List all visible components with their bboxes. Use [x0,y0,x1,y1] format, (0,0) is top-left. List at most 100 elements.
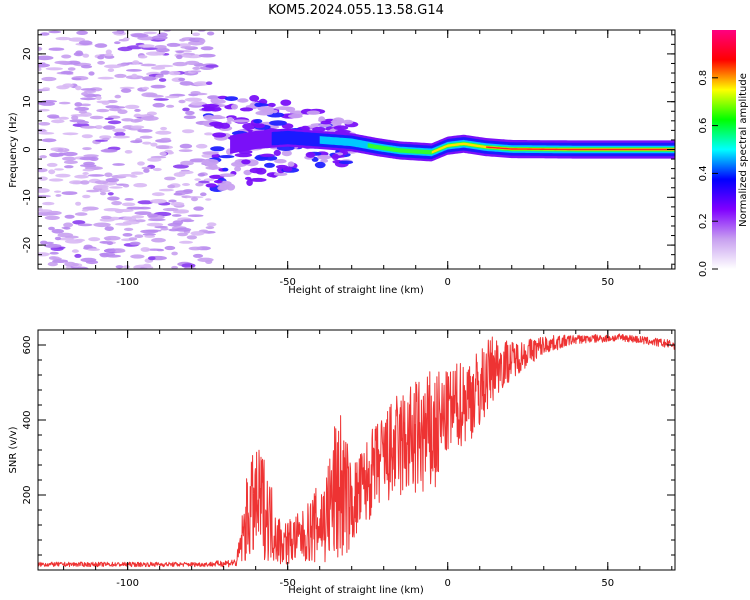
noise-speckle [75,201,82,206]
noise-speckle [205,226,215,230]
noise-speckle [39,101,56,106]
noise-speckle [172,164,189,169]
transition-speckle [203,114,215,121]
noise-speckle [159,151,167,156]
noise-speckle [82,147,92,151]
noise-speckle [87,174,105,177]
noise-speckle [141,166,151,170]
noise-speckle [112,163,125,166]
noise-speckle [142,263,152,268]
noise-speckle [48,30,62,34]
noise-speckle [188,246,203,251]
noise-speckle [63,160,78,164]
transition-speckle [320,159,329,163]
noise-speckle [109,186,123,189]
noise-speckle [129,241,141,246]
noise-speckle [130,140,143,144]
transition-speckle [201,104,220,108]
noise-speckle [203,178,215,182]
noise-speckle [120,88,132,93]
noise-speckle [74,102,83,107]
noise-speckle [180,160,194,166]
noise-speckle [145,229,162,232]
transition-speckle [306,110,321,115]
noise-speckle [104,226,114,232]
transition-speckle [282,166,293,172]
transition-speckle [219,173,236,177]
y-tick-label: -20 [22,237,33,253]
transition-speckle [241,159,251,165]
noise-speckle [62,156,77,161]
noise-speckle [137,55,148,59]
transition-speckle [237,98,249,103]
transition-speckle [246,179,253,186]
noise-speckle [38,122,51,126]
noise-speckle [88,71,95,76]
transition-speckle [300,125,310,131]
y-tick-label: 20 [22,48,33,61]
noise-speckle [193,206,204,211]
noise-speckle [100,215,112,220]
noise-speckle [105,254,122,258]
noise-speckle [105,105,120,109]
y-tick-label: 10 [22,95,33,108]
noise-speckle [100,149,118,153]
x-tick-label: -100 [116,578,139,589]
noise-speckle [190,231,205,236]
noise-speckle [54,236,62,241]
noise-speckle [192,253,204,258]
noise-speckle [164,95,180,99]
transition-speckle [317,123,332,127]
noise-speckle [160,137,171,141]
snr-series-line [38,333,675,568]
transition-speckle [288,113,303,119]
noise-speckle [112,128,126,133]
noise-speckle [82,194,91,199]
noise-speckle [166,104,175,108]
transition-speckle [224,96,238,101]
noise-speckle [124,150,133,154]
noise-speckle [155,145,170,150]
x-tick-label: -50 [280,277,296,288]
noise-speckle [135,219,146,223]
noise-speckle [141,47,159,50]
noise-speckle [107,196,120,201]
noise-speckle [166,42,181,47]
noise-speckle [154,45,167,49]
noise-speckle [38,176,48,181]
noise-speckle [164,245,176,251]
x-tick-label: -100 [116,277,139,288]
noise-speckle [80,88,97,91]
noise-speckle [76,120,89,125]
noise-speckle [171,214,182,217]
noise-speckle [41,76,57,82]
noise-speckle [38,67,42,72]
noise-speckle [93,222,111,228]
noise-speckle [51,119,65,124]
transition-speckle [267,102,276,108]
noise-speckle [57,148,64,152]
noise-speckle [126,206,144,210]
noise-speckle [179,81,194,86]
noise-speckle [61,191,78,196]
noise-speckle [89,115,104,120]
y-tick-label: 200 [22,485,33,504]
noise-speckle [81,209,89,212]
noise-speckle [55,173,71,178]
noise-speckle [121,202,136,207]
transition-speckle [271,109,278,114]
noise-speckle [66,60,81,65]
transition-speckle [314,161,326,169]
spectrogram-y-axis-label: Frequency (Hz) [8,112,19,188]
noise-speckle [177,232,188,237]
noise-speckle [134,234,144,238]
colorbar-tick-label: 0.2 [698,213,709,229]
noise-speckle [81,134,93,139]
noise-speckle [132,60,140,65]
noise-speckle [71,263,80,267]
noise-speckle [194,178,201,181]
noise-speckle [88,237,101,242]
y-tick-label: 600 [22,335,33,354]
noise-speckle [128,237,138,241]
